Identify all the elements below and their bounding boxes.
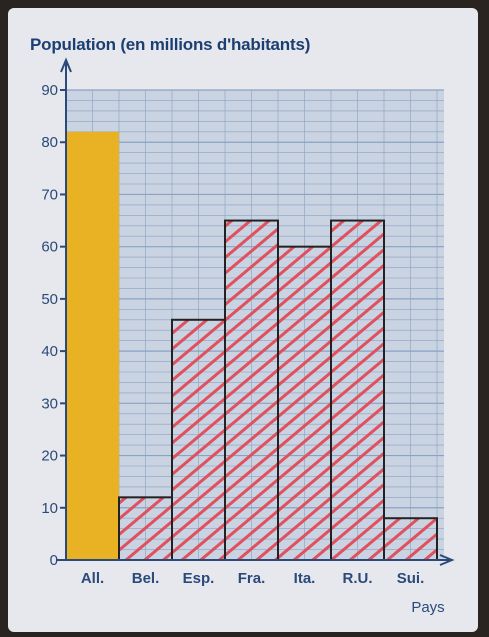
- bar-fra: [224, 219, 279, 562]
- y-tick-label-40: 40: [41, 343, 58, 360]
- bar-ru: [330, 219, 385, 562]
- y-tick-label-10: 10: [41, 500, 58, 517]
- x-tick-label-ita: Ita.: [294, 570, 316, 587]
- x-tick-label-sui: Sui.: [397, 570, 425, 587]
- y-tick-label-0: 0: [50, 552, 58, 569]
- x-axis-label: Pays: [411, 599, 444, 616]
- bar-sui: [383, 517, 438, 562]
- bars: [66, 131, 438, 562]
- x-tick-label-all: All.: [81, 570, 104, 587]
- bar-ita: [277, 245, 332, 562]
- y-tick-label-90: 90: [41, 82, 58, 99]
- y-tick-label-80: 80: [41, 134, 58, 151]
- bar-bel: [118, 496, 173, 562]
- y-tick-label-60: 60: [41, 239, 58, 256]
- axes: All. Bel. Esp. Fra. Ita. R.U. Sui. 0 10 20 30 40 50 6…: [41, 57, 455, 616]
- y-tick-label-20: 20: [41, 448, 58, 465]
- x-tick-label-ru: R.U.: [343, 570, 373, 587]
- x-tick-label-bel: Bel.: [132, 570, 160, 587]
- x-tick-label-fra: Fra.: [238, 570, 266, 587]
- x-axis-arrow: [439, 554, 455, 566]
- bar-all: [66, 131, 119, 560]
- y-axis-arrow: [60, 57, 72, 73]
- y-tick-label-30: 30: [41, 395, 58, 412]
- y-tick-label-50: 50: [41, 291, 58, 308]
- bar-esp: [171, 318, 226, 561]
- chart-title: Population (en millions d'habitants): [30, 35, 311, 54]
- x-tick-label-esp: Esp.: [183, 570, 215, 587]
- y-tick-label-70: 70: [41, 186, 58, 203]
